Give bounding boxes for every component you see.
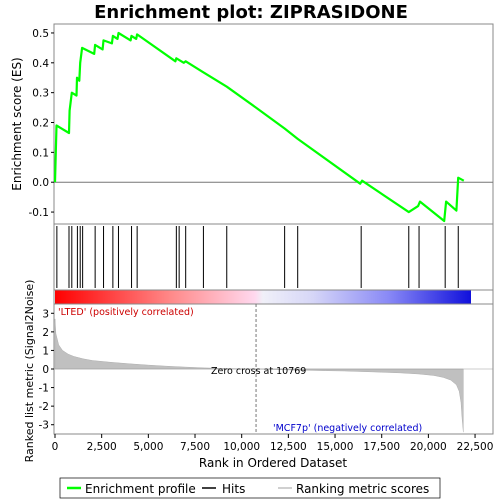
- hits-panel: [53, 223, 494, 291]
- es-y-tick-label: -0.1: [29, 207, 50, 219]
- es-y-tick-label: 0.1: [32, 147, 49, 159]
- x-axis-label: Rank in Ordered Dataset: [199, 456, 347, 470]
- positive-class-label: 'LTED' (positively correlated): [58, 307, 194, 318]
- hits-panel-frame: [53, 223, 494, 291]
- x-tick-label: 2,500: [87, 441, 117, 453]
- es-y-tick-label: 0.2: [32, 118, 49, 130]
- negative-class-label: 'MCF7p' (negatively correlated): [273, 423, 422, 434]
- es-panel-frame: [53, 23, 494, 225]
- metric-y-tick-label: 1: [42, 345, 49, 357]
- hit-markers: [56, 226, 459, 288]
- es-y-tick-label: 0.3: [32, 88, 49, 100]
- metric-y-tick-label: 3: [42, 308, 49, 320]
- x-tick-label: 10,000: [223, 441, 260, 453]
- x-tick-label: 7,500: [180, 441, 210, 453]
- metric-y-tick-label: 2: [42, 327, 49, 339]
- metric-y-axis: -3 -2 -1 0 1 2 3: [39, 308, 54, 432]
- metric-panel: -3 -2 -1 0 1 2 3 'LTED' (positively correlated…: [23, 280, 494, 463]
- ranking-metric-area: [54, 318, 464, 433]
- x-axis: 0 2,500 5,000 7,500 10,000 12,500 15,000 17,500…: [52, 434, 494, 453]
- rank-color-bar: [55, 290, 471, 304]
- enrichment-profile-line: [53, 31, 465, 223]
- metric-y-tick-label: -3: [39, 420, 49, 432]
- zero-cross-label: Zero cross at 10769: [211, 366, 306, 377]
- metric-y-tick-label: -2: [39, 401, 49, 413]
- metric-y-tick-label: -1: [39, 383, 49, 395]
- chart-title: Enrichment plot: ZIPRASIDONE: [94, 2, 408, 23]
- x-tick-label: 15,000: [317, 441, 354, 453]
- es-y-label: Enrichment score (ES): [10, 57, 24, 190]
- es-y-axis: -0.1 0.0 0.1 0.2 0.3 0.4 0.5: [29, 28, 54, 219]
- x-tick-label: 22,500: [457, 441, 494, 453]
- es-panel: -0.1 0.0 0.1 0.2 0.3 0.4 0.5 Enrichment score …: [10, 23, 494, 225]
- x-tick-label: 20,000: [410, 441, 447, 453]
- metric-y-label: Ranked list metric (Signal2Noise): [23, 280, 36, 463]
- x-tick-label: 12,500: [270, 441, 307, 453]
- x-tick-label: 17,500: [363, 441, 400, 453]
- es-y-tick-label: 0.0: [32, 177, 49, 189]
- legend-frame: [59, 477, 441, 499]
- es-y-tick-label: 0.4: [32, 58, 49, 70]
- es-y-tick-label: 0.5: [32, 28, 49, 40]
- legend: Enrichment profile Hits Ranking metric s…: [59, 477, 441, 499]
- x-tick-label: 5,000: [133, 441, 163, 453]
- metric-y-tick-label: 0: [42, 364, 49, 376]
- legend-metric-label: Ranking metric scores: [296, 482, 429, 496]
- legend-enrichment-label: Enrichment profile: [85, 482, 196, 496]
- legend-hits-label: Hits: [222, 482, 245, 496]
- x-tick-label: 0: [52, 441, 59, 453]
